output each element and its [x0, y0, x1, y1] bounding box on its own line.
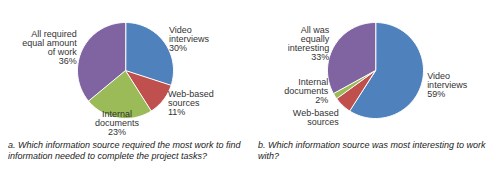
- svg-text:Videointerviews59%: Videointerviews59%: [427, 71, 468, 99]
- svg-text:Web-basedsources11%: Web-basedsources11%: [168, 89, 214, 117]
- html-text:a. Which information source re: a. Which information source required the…: [8, 140, 241, 161]
- svg-text:Internaldocuments23%: Internaldocuments23%: [95, 109, 140, 137]
- svg-text:Web-basedsources: Web-basedsources: [293, 108, 339, 127]
- html-text:b. Which information source wa: b. Which information source was most int…: [258, 140, 486, 161]
- svg-text:Internaldocuments2%: Internaldocuments2%: [284, 77, 329, 105]
- svg-text:All wasequallyinteresting33%: All wasequallyinteresting33%: [288, 25, 330, 62]
- svg-text:Videointerviews30%: Videointerviews30%: [169, 25, 210, 53]
- svg-text:All requiredequal amountof wor: All requiredequal amountof work36%: [22, 29, 77, 66]
